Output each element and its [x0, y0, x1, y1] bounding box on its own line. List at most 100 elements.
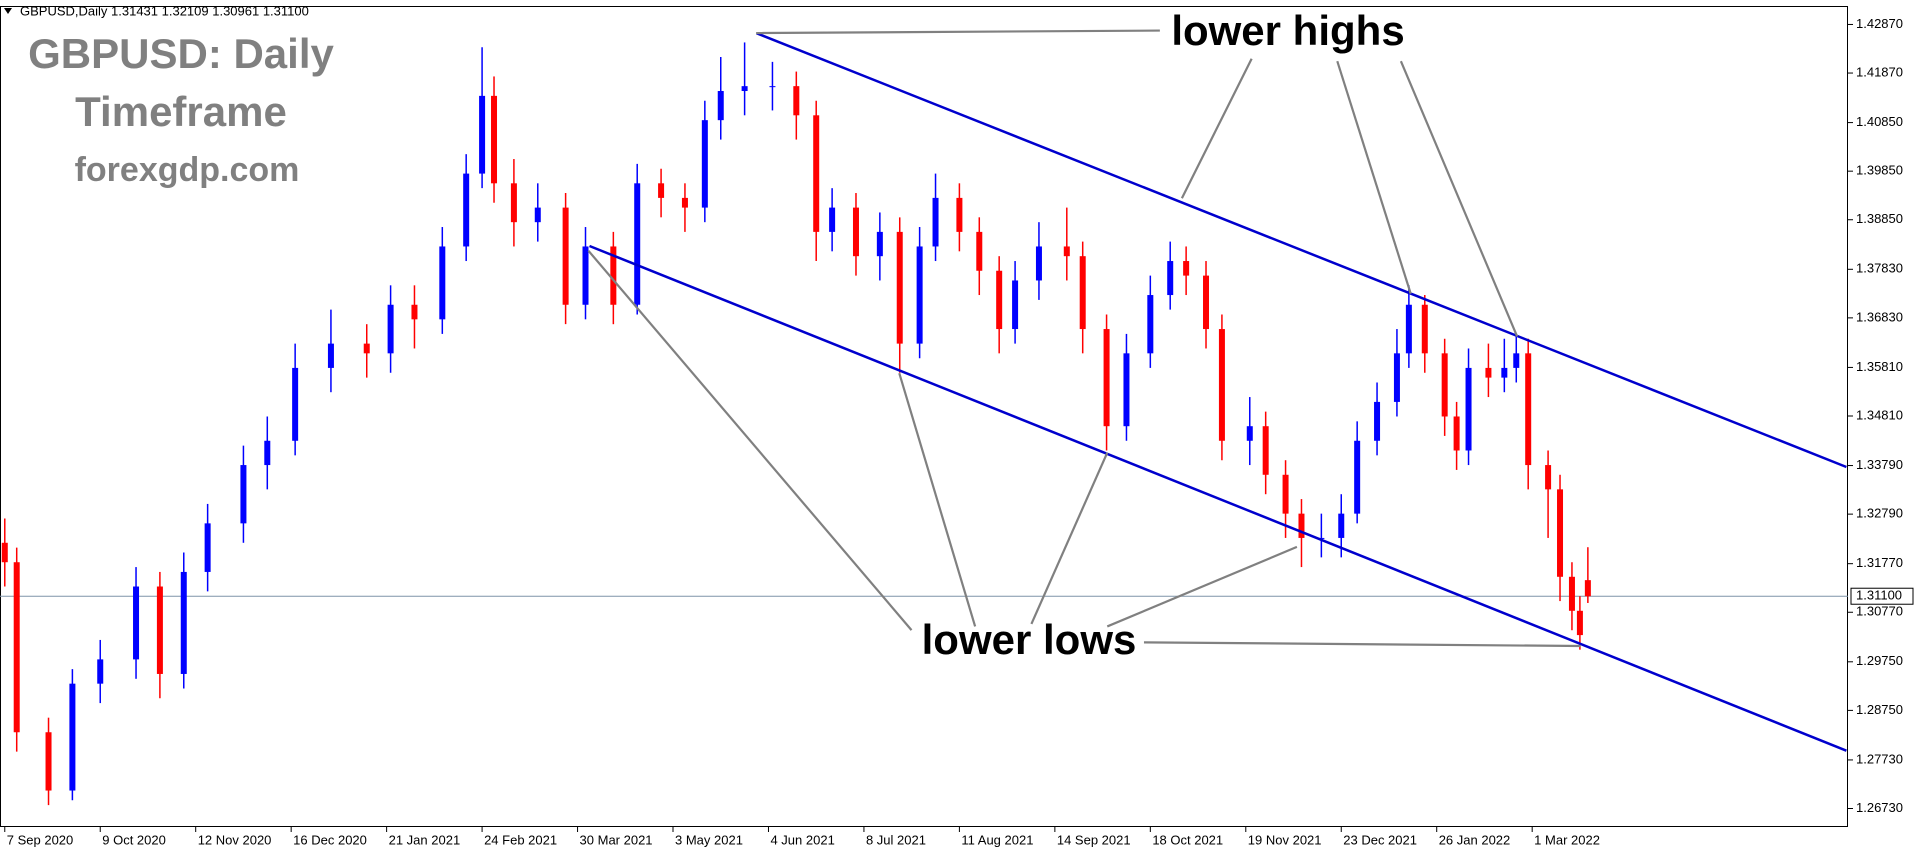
y-tick-label: 1.27730: [1856, 751, 1903, 766]
candle-body: [996, 270, 1003, 330]
candle-body: [327, 343, 334, 368]
candle-body: [1318, 537, 1325, 539]
candle-body: [534, 207, 541, 223]
candle-body: [156, 586, 163, 674]
trendline: [589, 244, 1847, 752]
candle-body: [411, 304, 418, 320]
candle-body: [13, 562, 20, 733]
candle-body: [1035, 246, 1042, 281]
candle-body: [813, 115, 820, 232]
candle-body: [240, 465, 247, 524]
candle-body: [1557, 489, 1564, 577]
candle-body: [45, 732, 52, 791]
callout-line: [1030, 452, 1109, 625]
callout-line: [1180, 58, 1253, 199]
candle-body: [292, 367, 299, 441]
candle-body: [932, 197, 939, 247]
x-tick-label: 30 Mar 2021: [580, 832, 653, 847]
candle-body: [439, 246, 446, 320]
callout-line: [1336, 60, 1412, 294]
x-tick-label: 24 Feb 2021: [484, 832, 557, 847]
candle-body: [701, 120, 708, 208]
candle-body: [1147, 295, 1154, 354]
candle-body: [1513, 353, 1520, 368]
x-tick-label: 19 Nov 2021: [1248, 832, 1322, 847]
candle-body: [681, 197, 688, 208]
last-price-label: 1.31100: [1856, 588, 1902, 603]
candle-body: [204, 523, 211, 572]
candle-body: [1167, 261, 1174, 296]
candle-body: [829, 207, 836, 232]
candle-body: [610, 246, 617, 305]
candle-body: [793, 86, 800, 116]
candle-body: [852, 207, 859, 257]
x-tick-label: 16 Dec 2020: [293, 832, 367, 847]
y-tick-label: 1.33790: [1856, 457, 1903, 472]
candle-body: [1, 542, 8, 563]
candle-body: [1525, 353, 1532, 466]
callout-line: [756, 29, 1160, 35]
candle-body: [1063, 246, 1070, 257]
candle-body: [180, 571, 187, 674]
y-tick-label: 1.38850: [1856, 211, 1903, 226]
x-tick-label: 12 Nov 2020: [198, 832, 272, 847]
x-tick-label: 9 Oct 2020: [102, 832, 166, 847]
candle-body: [1183, 261, 1190, 276]
y-tick-label: 1.26730: [1856, 800, 1903, 815]
y-tick-label: 1.39850: [1856, 163, 1903, 178]
callout-line: [1399, 60, 1519, 337]
candle-body: [387, 304, 394, 354]
candle-body: [1203, 275, 1210, 330]
candle-body: [741, 86, 748, 92]
candle-body: [1545, 465, 1552, 490]
y-tick-label: 1.36830: [1856, 309, 1903, 324]
candle-body: [1338, 513, 1345, 538]
x-tick-label: 11 Aug 2021: [961, 832, 1033, 847]
x-tick-label: 8 Jul 2021: [866, 832, 926, 847]
y-tick-label: 1.42870: [1856, 16, 1903, 31]
last-price-box: [1850, 587, 1914, 605]
candle-body: [510, 183, 517, 223]
candle-body: [717, 91, 724, 121]
candle-body: [1453, 416, 1460, 451]
candle-body: [1218, 329, 1225, 441]
candle-body: [769, 86, 776, 88]
y-tick-label: 1.28750: [1856, 702, 1903, 717]
candle-body: [69, 683, 76, 791]
candle-body: [1405, 304, 1412, 354]
y-tick-label: 1.37830: [1856, 261, 1903, 276]
candle-body: [876, 231, 883, 257]
annotation: lower lows: [922, 616, 1137, 663]
candle-body: [1576, 610, 1583, 636]
candle-body: [634, 183, 641, 305]
candle-body: [97, 659, 104, 684]
x-tick-label: 18 Oct 2021: [1152, 832, 1223, 847]
y-tick-label: 1.29750: [1856, 653, 1903, 668]
overlay-title: forexgdp.com: [75, 151, 300, 189]
callout-line: [587, 250, 913, 631]
candle-body: [1441, 353, 1448, 417]
candle-body: [1123, 353, 1130, 427]
overlay-title: GBPUSD: Daily: [28, 30, 334, 77]
candle-body: [363, 343, 370, 354]
x-tick-label: 21 Jan 2021: [389, 832, 461, 847]
y-tick-label: 1.30770: [1856, 604, 1903, 619]
candle-body: [1354, 440, 1361, 514]
candle-body: [1393, 353, 1400, 402]
candle-body: [976, 231, 983, 271]
y-tick-label: 1.34810: [1856, 407, 1903, 422]
candle-body: [1568, 576, 1575, 611]
candle-body: [1421, 304, 1428, 354]
x-tick-label: 14 Sep 2021: [1057, 832, 1131, 847]
overlay-title: Timeframe: [75, 88, 287, 135]
candle-body: [1501, 367, 1508, 378]
header: GBPUSD,Daily 1.31431 1.32109 1.30961 1.3…: [20, 3, 309, 18]
candle-body: [1246, 426, 1253, 441]
x-tick-label: 23 Dec 2021: [1343, 832, 1417, 847]
y-tick-label: 1.41870: [1856, 64, 1903, 79]
candle-body: [1079, 256, 1086, 330]
candle-body: [1103, 329, 1110, 427]
candle-body: [562, 207, 569, 305]
